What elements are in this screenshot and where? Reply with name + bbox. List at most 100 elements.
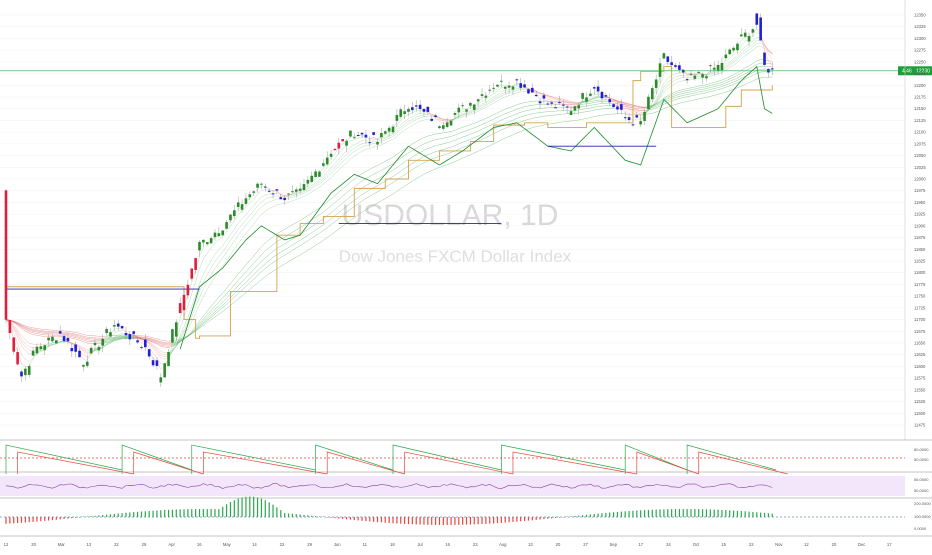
volume-bar [222, 507, 223, 517]
volume-bar [745, 511, 746, 517]
candle [121, 326, 124, 328]
volume-bar [122, 513, 123, 517]
candle [202, 240, 205, 243]
volume-bar [667, 509, 668, 517]
candle [287, 194, 290, 195]
candle [392, 127, 395, 133]
time-tick-label: 14 [252, 542, 257, 547]
candle [577, 105, 580, 108]
volume-bar [207, 509, 208, 517]
candle [593, 87, 596, 88]
volume-bar [439, 517, 440, 525]
candle [5, 190, 8, 319]
candle [252, 191, 255, 192]
volume-bar [180, 509, 181, 517]
candle [24, 369, 27, 375]
candle [51, 337, 54, 342]
candle [647, 97, 650, 109]
candle [558, 102, 561, 103]
candle [550, 102, 553, 103]
volume-bar [717, 510, 718, 517]
price-tick-label: 12100 [914, 130, 926, 135]
candle [682, 70, 685, 73]
candle [674, 65, 677, 67]
time-tick-label: 22 [280, 542, 285, 547]
volume-bar [29, 517, 30, 522]
candle [372, 132, 375, 135]
volume-bar [594, 514, 595, 517]
candle [40, 346, 43, 349]
volume-bar [67, 517, 68, 519]
candle [574, 106, 577, 110]
candle [465, 109, 468, 111]
volume-bar [729, 510, 730, 517]
candle [670, 62, 673, 65]
volume-bar [679, 509, 680, 517]
candle [771, 68, 774, 69]
candle [531, 88, 534, 93]
candle [368, 142, 371, 143]
volume-bar [663, 509, 664, 517]
candle [547, 104, 550, 105]
time-tick-label: 13 [86, 542, 91, 547]
price-tick-label: 11950 [914, 200, 926, 205]
candle [705, 76, 708, 78]
volume-bar [396, 517, 397, 524]
volume-bar [656, 510, 657, 517]
candle [167, 352, 170, 366]
candle [268, 191, 271, 192]
volume-bar [392, 517, 393, 523]
candle [496, 85, 499, 87]
volume-bar [249, 496, 250, 517]
candle [245, 198, 248, 203]
volume-tick-label: 100.0000 [914, 514, 931, 519]
candle [717, 65, 720, 70]
price-tick-label: 12150 [914, 106, 926, 111]
candle [454, 113, 457, 115]
candle [608, 99, 611, 102]
volume-bar [327, 517, 328, 518]
candle [318, 172, 321, 177]
candle [407, 109, 410, 112]
candle [601, 92, 604, 99]
volume-bar [110, 514, 111, 517]
volume-bar [466, 517, 467, 525]
volume-bar [563, 517, 564, 518]
candle [175, 322, 178, 336]
volume-bar [710, 509, 711, 517]
candle [628, 117, 631, 120]
volume-bar [238, 499, 239, 517]
candle [132, 331, 135, 334]
candle [752, 29, 755, 32]
candle [721, 63, 724, 70]
volume-bar [168, 510, 169, 517]
candle [639, 121, 642, 124]
volume-bar [83, 517, 84, 518]
volume-bar [509, 517, 510, 522]
candle [310, 176, 313, 182]
time-tick-label: Apr [168, 542, 175, 547]
candle [144, 340, 147, 348]
candle [477, 99, 480, 101]
time-tick-label: 27 [583, 542, 588, 547]
candle [163, 363, 166, 377]
price-tick-label: 12250 [914, 59, 926, 64]
candle [643, 112, 646, 121]
volume-bar [636, 511, 637, 517]
volume-bar [56, 517, 57, 520]
volume-bar [768, 513, 769, 517]
candle [190, 269, 193, 279]
candle [341, 139, 344, 141]
candle [740, 35, 743, 37]
volume-bar [435, 517, 436, 525]
time-tick-label: 16 [445, 542, 450, 547]
price-tick-label: 12050 [914, 153, 926, 158]
volume-bar [13, 517, 14, 523]
candle [67, 338, 70, 341]
candle [264, 187, 267, 188]
candle [485, 96, 488, 98]
time-tick-label: Dec [858, 542, 865, 547]
candle [516, 79, 519, 80]
volume-bar [741, 511, 742, 517]
